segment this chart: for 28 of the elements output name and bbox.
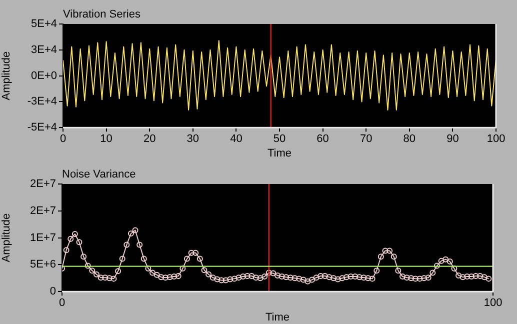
chart-title: Noise Variance [62,168,136,181]
x-tick-label: 90 [446,133,459,146]
x-tick-label: 80 [403,133,416,146]
y-tick-label: 3E+4 [31,44,57,56]
y-tick-label: 5E+4 [31,18,57,30]
x-tick-label: 70 [360,133,372,146]
y-tick-label: 2E+7 [30,178,56,190]
x-tick-label: 50 [273,133,286,146]
x-tick-label: 30 [186,133,200,146]
x-tick-label: 100 [486,133,506,146]
y-axis-title: Amplitude [0,51,13,100]
x-tick-label: 20 [143,133,156,146]
x-axis-title: Time [267,147,292,160]
x-tick-label: 10 [100,133,112,146]
y-tick-label: 1E+7 [30,232,56,244]
x-tick-label: 100 [484,297,502,310]
x-tick-label: 60 [316,133,329,146]
y-tick-label: 0 [50,286,56,298]
x-tick-label: 40 [230,133,242,146]
x-tick-label: 0 [60,133,66,146]
y-axis-title: Amplitude [0,213,13,262]
chart-title: Vibration Series [63,8,141,21]
y-tick-label: 2E+7 [30,204,56,217]
y-tick-label: 0E+0 [31,70,57,82]
y-tick-label: -5E+4 [27,122,57,134]
x-axis-title: Time [265,311,290,324]
y-tick-label: 5E+6 [30,258,56,271]
y-tick-label: -3E+4 [27,96,57,108]
